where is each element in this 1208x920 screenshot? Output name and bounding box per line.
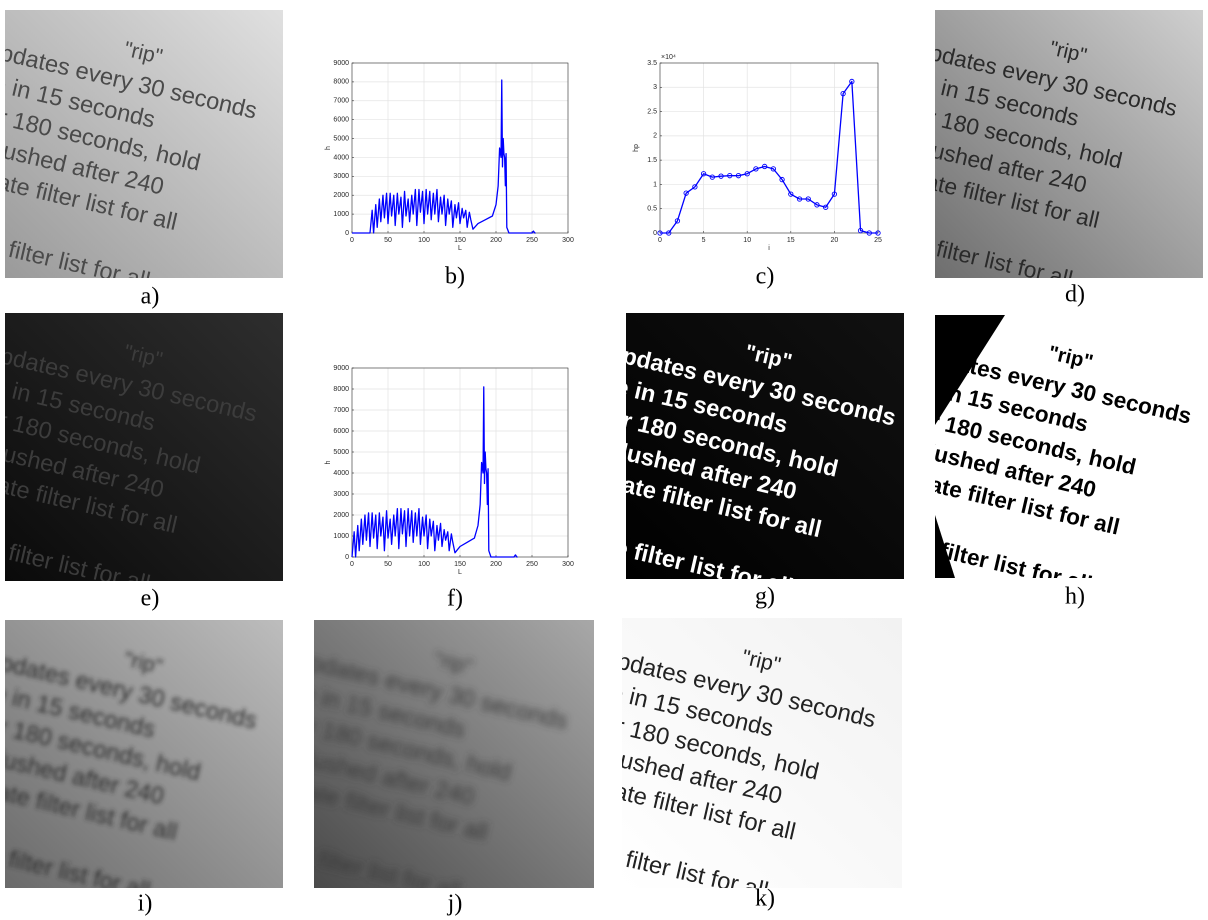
x-tick-label: 100 bbox=[418, 561, 430, 568]
x-tick-label: 10 bbox=[743, 237, 751, 244]
y-tick-label: 2.5 bbox=[647, 108, 657, 115]
x-tick-label: 50 bbox=[384, 561, 392, 568]
y-tick-label: 3000 bbox=[333, 491, 349, 498]
x-tick-label: 250 bbox=[526, 237, 538, 244]
panel-caption: c) bbox=[756, 264, 775, 290]
x-tick-label: 200 bbox=[490, 237, 502, 244]
panel-caption: d) bbox=[1065, 282, 1085, 308]
panel-caption: b) bbox=[445, 264, 465, 290]
x-tick-label: 300 bbox=[562, 561, 574, 568]
y-tick-label: 7000 bbox=[333, 407, 349, 414]
y-tick-label: 9000 bbox=[333, 60, 349, 67]
x-tick-label: 20 bbox=[831, 237, 839, 244]
x-tick-label: 150 bbox=[454, 237, 466, 244]
x-tick-label: 15 bbox=[787, 237, 795, 244]
y-tick-label: 0 bbox=[653, 230, 657, 237]
x-axis-label: i bbox=[768, 245, 770, 252]
y-tick-label: 5000 bbox=[333, 135, 349, 142]
y-tick-label: 5000 bbox=[333, 449, 349, 456]
panel-caption: h) bbox=[1065, 584, 1085, 610]
y-tick-label: 3000 bbox=[333, 173, 349, 180]
x-tick-label: 5 bbox=[702, 237, 706, 244]
panel-caption: e) bbox=[141, 586, 160, 612]
x-tick-label: 50 bbox=[384, 237, 392, 244]
y-tick-label: 1.5 bbox=[647, 157, 657, 164]
y-tick-label: 3 bbox=[653, 84, 657, 91]
panel-caption: f) bbox=[447, 586, 463, 612]
y-tick-label: 0 bbox=[345, 554, 349, 561]
y-axis-label: h bbox=[325, 460, 332, 464]
y-tick-label: 1000 bbox=[333, 211, 349, 218]
plot-area bbox=[660, 63, 878, 233]
x-tick-label: 0 bbox=[350, 237, 354, 244]
x-tick-label: 300 bbox=[562, 237, 574, 244]
y-exponent-label: ×10⁴ bbox=[661, 54, 676, 61]
x-tick-label: 100 bbox=[418, 237, 430, 244]
panel-caption: i) bbox=[138, 891, 153, 917]
y-tick-label: 4000 bbox=[333, 470, 349, 477]
panel-caption: j) bbox=[447, 891, 463, 917]
photo-text-line: is bbox=[570, 493, 595, 523]
x-axis-label: L bbox=[458, 569, 462, 576]
y-tick-label: 8000 bbox=[333, 386, 349, 393]
y-tick-label: 2000 bbox=[333, 512, 349, 519]
x-axis-label: L bbox=[458, 245, 462, 252]
y-tick-label: 8000 bbox=[333, 79, 349, 86]
photo-panel: "rip"updates every 30 secondsue in 15 se… bbox=[872, 8, 1203, 306]
y-tick-label: 6000 bbox=[333, 428, 349, 435]
y-tick-label: 7000 bbox=[333, 98, 349, 105]
x-tick-label: 250 bbox=[526, 561, 538, 568]
y-tick-label: 1 bbox=[653, 181, 657, 188]
x-tick-label: 0 bbox=[658, 237, 662, 244]
y-tick-label: 2000 bbox=[333, 192, 349, 199]
y-tick-label: 0 bbox=[345, 230, 349, 237]
y-tick-label: 4000 bbox=[333, 154, 349, 161]
y-tick-label: 9000 bbox=[333, 365, 349, 372]
x-tick-label: 25 bbox=[874, 237, 882, 244]
y-tick-label: 0.5 bbox=[647, 206, 657, 213]
x-tick-label: 0 bbox=[350, 561, 354, 568]
panel-caption: a) bbox=[141, 284, 160, 310]
y-axis-label: hp bbox=[633, 144, 640, 152]
panel-caption: k) bbox=[755, 886, 775, 912]
y-tick-label: 1000 bbox=[333, 533, 349, 540]
x-tick-label: 150 bbox=[454, 561, 466, 568]
y-tick-label: 6000 bbox=[333, 117, 349, 124]
photo-text-line: is bbox=[879, 190, 901, 219]
y-tick-label: 3.5 bbox=[647, 60, 657, 67]
photo-panel: "rip"updates every 30 secondsue in 15 se… bbox=[873, 314, 1200, 611]
y-axis-label: h bbox=[325, 146, 332, 150]
y-tick-label: 2 bbox=[653, 133, 657, 140]
figure: "rip"updates every 30 secondsue in 15 se… bbox=[0, 0, 1208, 920]
chart: 0 5 10 15 20 25 0 0.5 1 1.5 2 2.5 3 3.5 i hp ×10⁴ bbox=[633, 54, 882, 252]
panel-caption: g) bbox=[755, 584, 775, 610]
x-tick-label: 200 bbox=[490, 561, 502, 568]
